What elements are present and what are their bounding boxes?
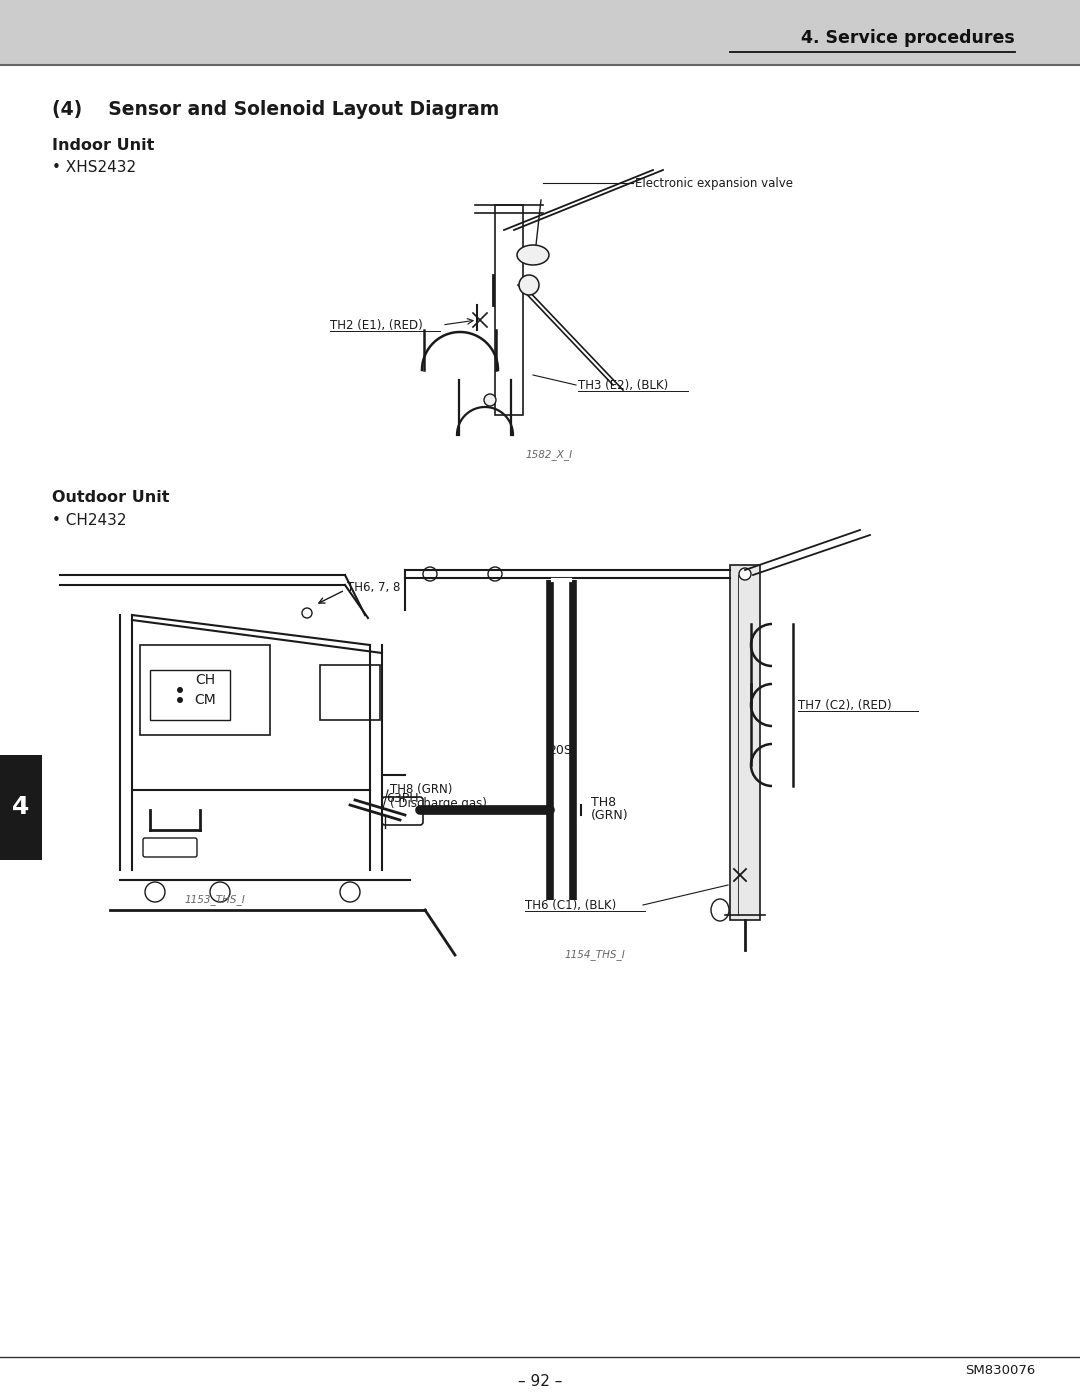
- Circle shape: [739, 569, 751, 580]
- Text: 20S: 20S: [548, 743, 572, 757]
- Bar: [320, 665, 380, 719]
- Text: CH: CH: [194, 673, 215, 687]
- Text: TH6 (C1), (BLK): TH6 (C1), (BLK): [525, 898, 617, 911]
- Text: SM830076: SM830076: [964, 1363, 1035, 1376]
- Circle shape: [177, 697, 183, 703]
- FancyBboxPatch shape: [382, 798, 423, 826]
- Text: 63PH: 63PH: [386, 792, 418, 805]
- Text: TH6, 7, 8: TH6, 7, 8: [347, 581, 401, 594]
- Bar: [150, 671, 230, 719]
- Ellipse shape: [517, 244, 549, 265]
- Text: (GRN): (GRN): [591, 809, 629, 823]
- Text: 1153_THS_I: 1153_THS_I: [185, 894, 245, 905]
- Bar: [0, 754, 42, 861]
- Ellipse shape: [519, 275, 539, 295]
- Circle shape: [488, 567, 502, 581]
- Text: Outdoor Unit: Outdoor Unit: [52, 490, 170, 504]
- Bar: [495, 205, 523, 415]
- Text: TH8 (GRN): TH8 (GRN): [390, 784, 453, 796]
- Circle shape: [145, 882, 165, 902]
- Text: 1154_THS_I: 1154_THS_I: [565, 950, 625, 961]
- FancyBboxPatch shape: [143, 838, 197, 856]
- Text: – 92 –: – 92 –: [517, 1373, 563, 1389]
- Bar: [0, 0, 1080, 66]
- Ellipse shape: [711, 900, 729, 921]
- Text: 1582_X_I: 1582_X_I: [526, 450, 572, 461]
- Circle shape: [210, 882, 230, 902]
- Text: (4)    Sensor and Solenoid Layout Diagram: (4) Sensor and Solenoid Layout Diagram: [52, 101, 499, 119]
- Text: TH2 (E1), (RED): TH2 (E1), (RED): [330, 319, 422, 331]
- Text: 4. Service procedures: 4. Service procedures: [801, 29, 1015, 47]
- Text: TH8: TH8: [591, 795, 616, 809]
- Text: ( Discharge gas): ( Discharge gas): [390, 798, 487, 810]
- Circle shape: [302, 608, 312, 617]
- Text: Electronic expansion valve: Electronic expansion valve: [635, 176, 793, 190]
- Text: TH7 (C2), (RED): TH7 (C2), (RED): [798, 698, 892, 711]
- Circle shape: [484, 394, 496, 407]
- Text: 4: 4: [12, 795, 29, 819]
- Text: TH3 (E2), (BLK): TH3 (E2), (BLK): [578, 379, 669, 391]
- Text: Indoor Unit: Indoor Unit: [52, 138, 154, 154]
- Bar: [140, 645, 270, 735]
- Text: • XHS2432: • XHS2432: [52, 161, 136, 175]
- Bar: [730, 564, 760, 921]
- Circle shape: [423, 567, 437, 581]
- Text: • CH2432: • CH2432: [52, 513, 126, 528]
- Text: CM: CM: [194, 693, 216, 707]
- Circle shape: [177, 687, 183, 693]
- Circle shape: [340, 882, 360, 902]
